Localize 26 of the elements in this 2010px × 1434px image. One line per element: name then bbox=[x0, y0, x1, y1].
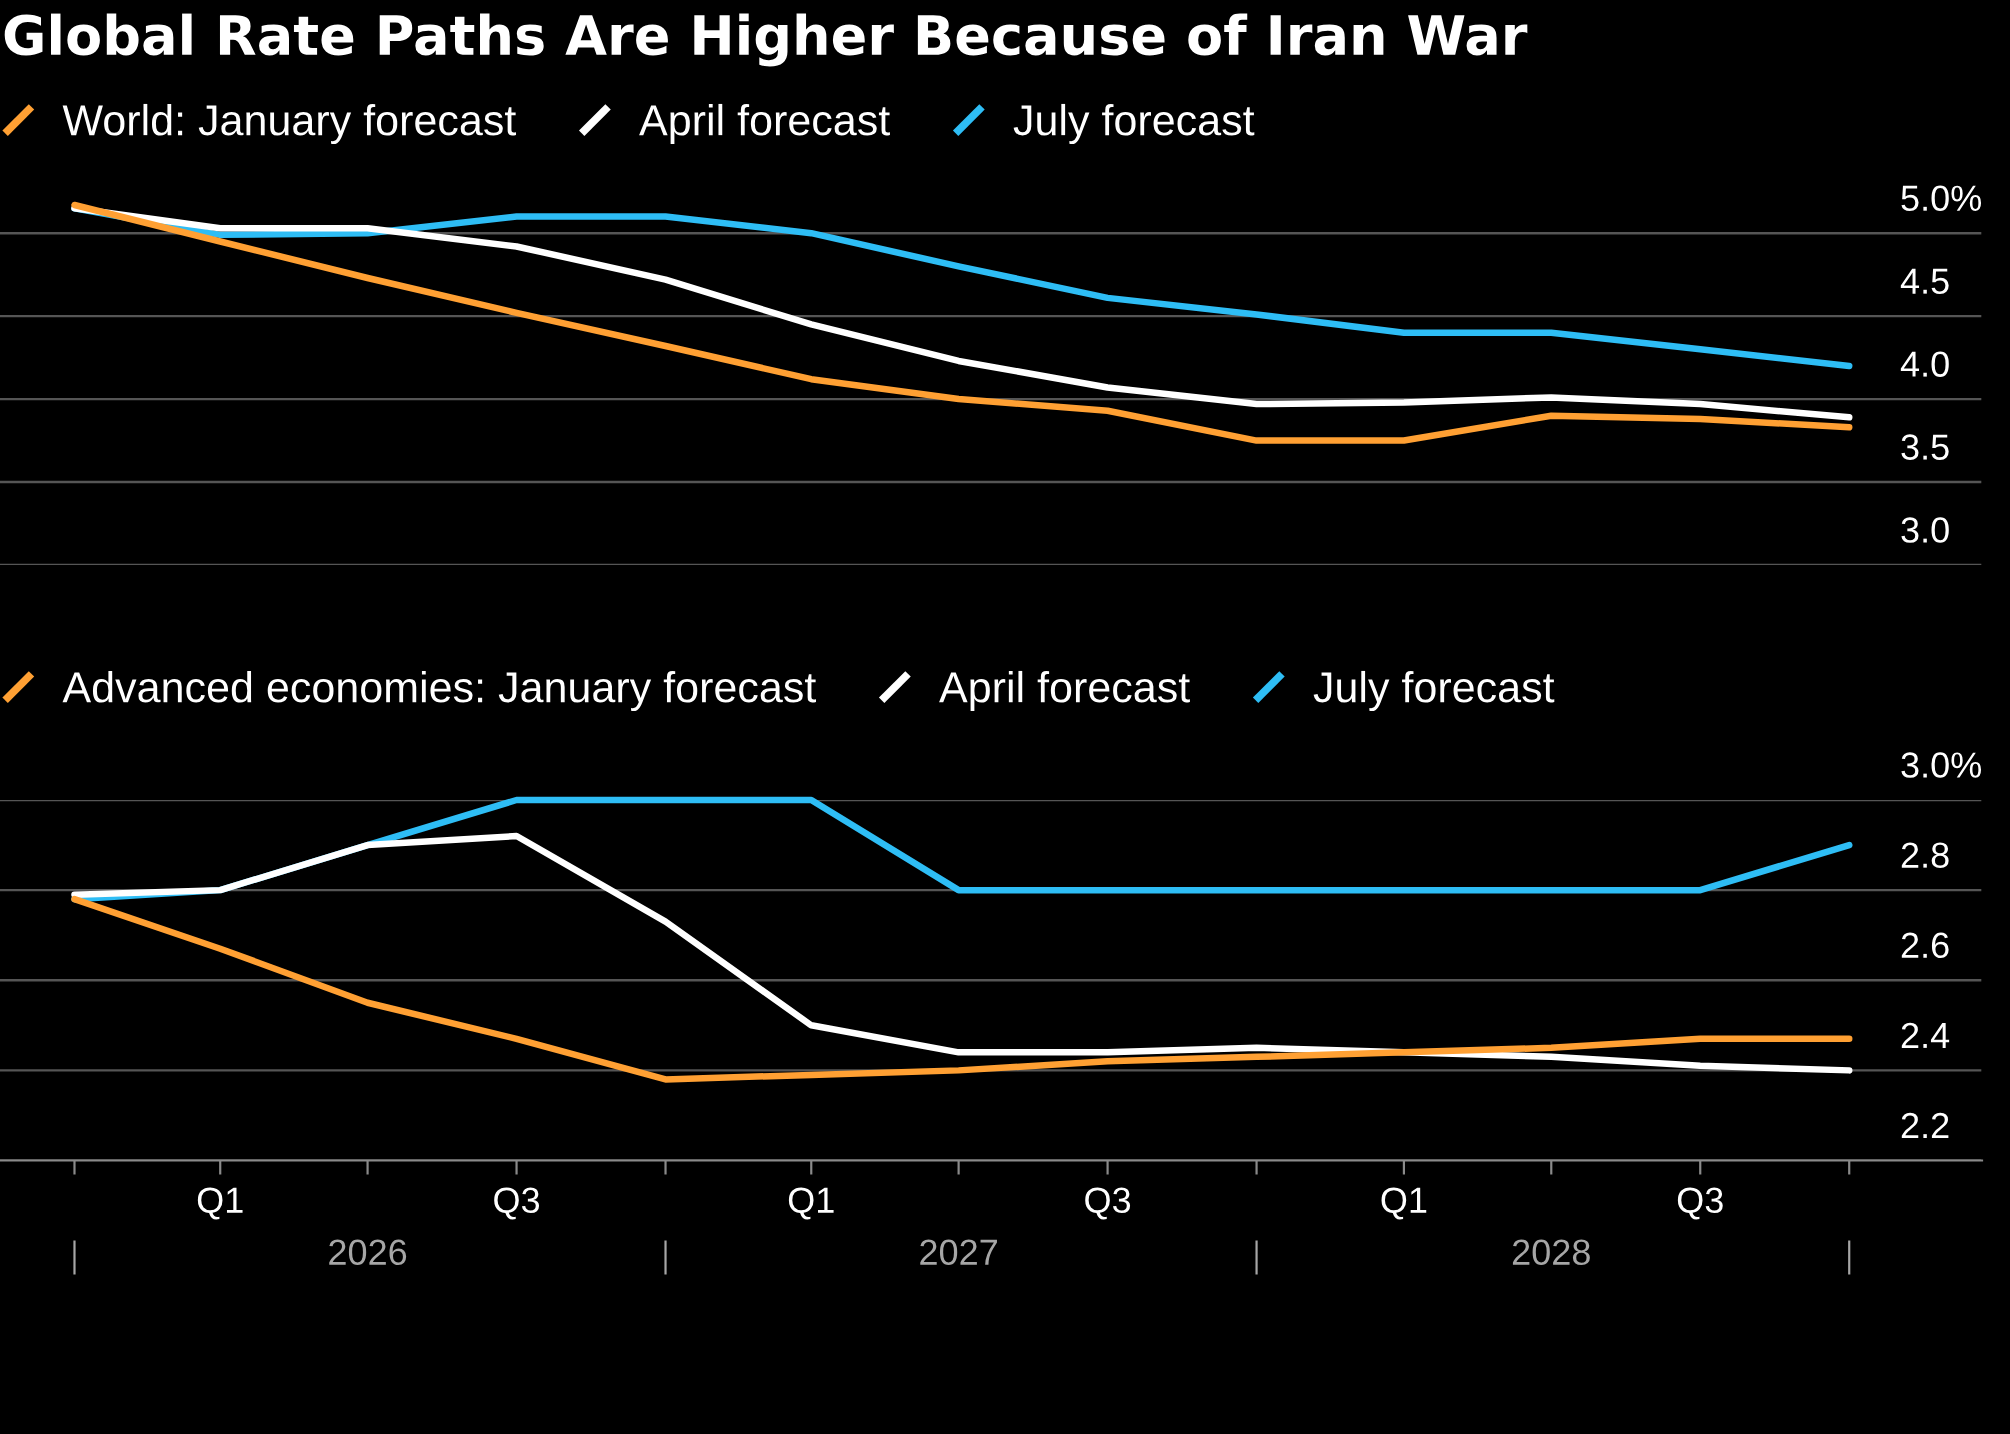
y-tick-label: 2.4 bbox=[1901, 1022, 1950, 1048]
x2-tick-label: 2028 bbox=[1512, 1239, 1590, 1266]
x-tick-label: Q3 bbox=[1677, 1187, 1723, 1220]
y-tick-label: 2.6 bbox=[1901, 932, 1949, 959]
y-tick-label: 2.8 bbox=[1901, 842, 1949, 868]
legend-label: July forecast bbox=[1013, 103, 1255, 145]
y-tick-label: 4.5 bbox=[1900, 268, 1949, 294]
legend-label: April forecast bbox=[639, 103, 890, 145]
x2-tick-label: 2026 bbox=[329, 1239, 407, 1266]
x-tick-label: Q3 bbox=[1085, 1187, 1131, 1220]
y-tick-label: 3.0% bbox=[1901, 752, 1982, 778]
legend-label: Advanced economies: January forecast bbox=[62, 670, 817, 712]
x-tick-label: Q3 bbox=[494, 1187, 540, 1220]
y-tick-label: 5.0% bbox=[1901, 185, 1982, 212]
chart-title: Global Rate Paths Are Higher Because of Iran War bbox=[4, 13, 1528, 67]
x2-tick-label: 2027 bbox=[920, 1239, 997, 1266]
legend-label: July forecast bbox=[1313, 670, 1555, 712]
x-tick-label: Q1 bbox=[197, 1187, 243, 1220]
y-tick-label: 4.0 bbox=[1900, 351, 1949, 377]
legend-label: World: January forecast bbox=[62, 103, 517, 145]
x-tick-label: Q1 bbox=[1381, 1187, 1427, 1220]
legend-label: April forecast bbox=[939, 670, 1190, 712]
y-tick-label: 3.5 bbox=[1901, 434, 1949, 460]
y-tick-label: 2.2 bbox=[1901, 1112, 1949, 1139]
x-tick-label: Q1 bbox=[788, 1187, 834, 1220]
y-tick-label: 3.0 bbox=[1901, 517, 1949, 543]
